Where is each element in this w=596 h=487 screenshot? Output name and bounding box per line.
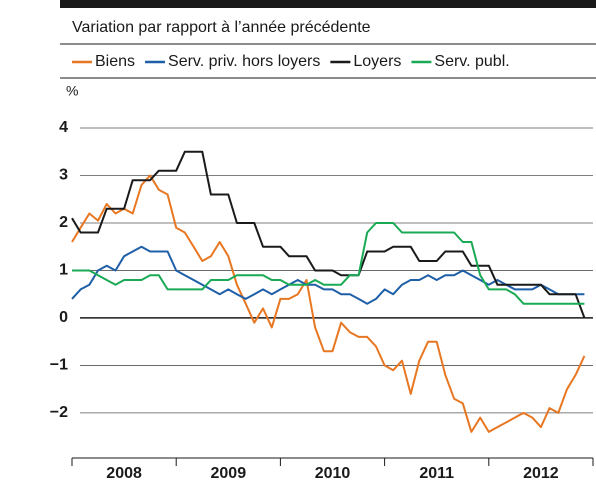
y-tick-label: 0	[59, 309, 68, 326]
y-tick-label: 3	[59, 167, 68, 184]
y-tick-label: −2	[50, 404, 68, 421]
y-tick-label: −1	[50, 357, 68, 374]
x-tick-label: 2011	[419, 465, 454, 482]
legend-label: Biens	[95, 53, 135, 70]
x-tick-label: 2008	[106, 465, 142, 482]
y-tick-label: 4	[59, 119, 68, 136]
series-line	[71, 150, 586, 319]
y-unit: %	[66, 83, 78, 99]
chart-subtitle: Variation par rapport à l’année précéden…	[72, 19, 371, 36]
y-tick-label: 1	[59, 262, 68, 279]
legend-label: Serv. publ.	[434, 53, 509, 70]
legend-label: Loyers	[353, 53, 401, 70]
series-line	[71, 245, 585, 305]
x-tick-label: 2010	[315, 465, 351, 482]
x-tick-label: 2009	[211, 465, 247, 482]
legend-label: Serv. priv. hors loyers	[168, 53, 320, 70]
series-line	[72, 222, 585, 305]
series-line	[71, 174, 586, 433]
header-bar	[60, 0, 596, 8]
y-tick-label: 2	[59, 214, 68, 231]
x-tick-label: 2012	[523, 465, 559, 482]
